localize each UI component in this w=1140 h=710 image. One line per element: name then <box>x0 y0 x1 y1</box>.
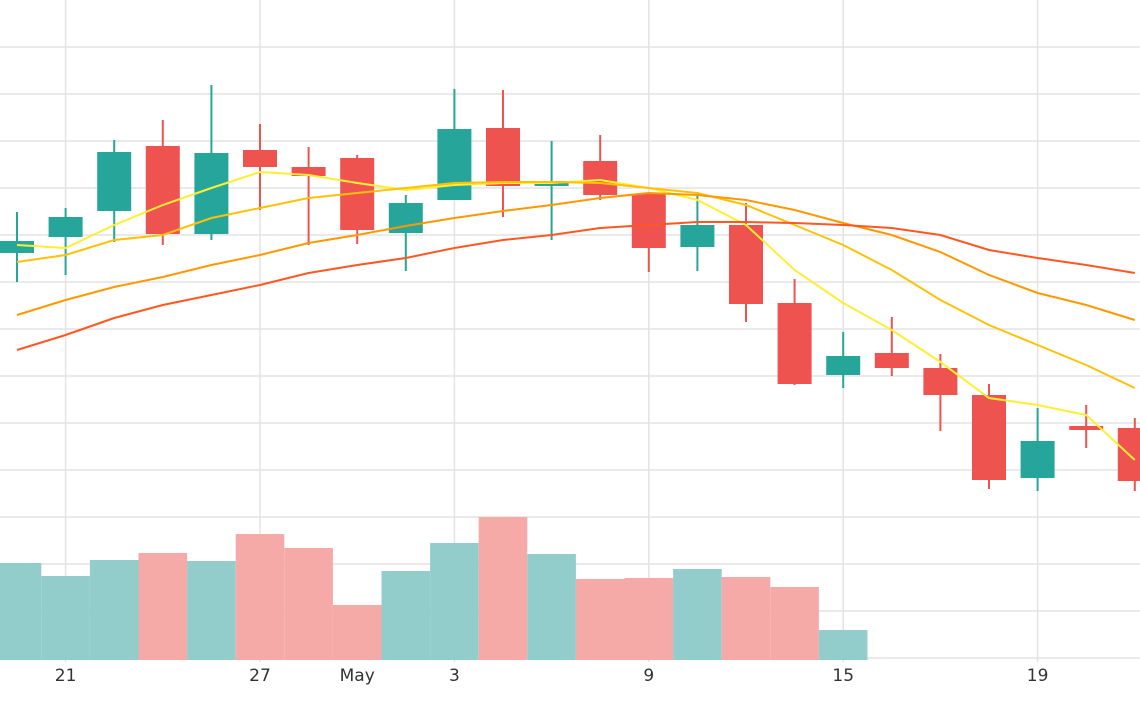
volume-bar <box>721 577 771 660</box>
x-tick-label: 9 <box>643 666 654 686</box>
candle-body <box>194 153 229 234</box>
candle-body <box>48 217 83 237</box>
volume-bar <box>575 579 625 660</box>
candle-body <box>826 356 861 375</box>
moving-average-line <box>16 221 1135 351</box>
volume-bar <box>527 554 576 660</box>
candle-body <box>97 152 132 211</box>
candle-body <box>923 368 958 395</box>
candle-body <box>874 353 909 368</box>
volume-bar <box>0 563 42 660</box>
volume-bar <box>478 517 528 660</box>
volume-bar <box>284 548 333 660</box>
candle-body <box>777 303 812 384</box>
volume-bar <box>770 587 819 660</box>
volume-bar <box>381 571 431 660</box>
volume-bar <box>673 569 722 660</box>
candle-body <box>291 167 326 176</box>
candle-body <box>972 395 1006 480</box>
candle-body <box>437 129 472 200</box>
candle-body <box>145 146 180 234</box>
volume-bar <box>41 576 90 660</box>
candle-body <box>631 194 666 248</box>
x-tick-label: 19 <box>1027 666 1049 686</box>
x-tick-label: 27 <box>249 666 271 686</box>
volume-bar <box>138 553 188 660</box>
x-tick-label: 21 <box>55 666 77 686</box>
moving-average-line <box>16 191 1136 321</box>
x-tick-label: May <box>340 666 375 686</box>
x-tick-label: 15 <box>832 666 854 686</box>
candle-body <box>0 241 34 253</box>
candle-body <box>583 161 618 195</box>
volume-bar <box>430 543 479 660</box>
candle-body <box>680 225 715 247</box>
candle-body <box>1069 426 1104 430</box>
moving-average-line <box>16 170 1136 461</box>
candle-body <box>486 128 520 186</box>
candle-body <box>1020 441 1055 478</box>
volume-bar <box>818 630 868 660</box>
volume-bar <box>89 560 139 660</box>
volume-bar <box>187 561 236 660</box>
x-tick-label: 3 <box>449 666 460 686</box>
candle-body <box>729 225 763 304</box>
volume-bar <box>624 578 674 660</box>
volume-bar <box>235 534 285 660</box>
volume-bar <box>332 605 382 660</box>
candle-body <box>243 150 277 167</box>
moving-average-line <box>16 181 1136 389</box>
